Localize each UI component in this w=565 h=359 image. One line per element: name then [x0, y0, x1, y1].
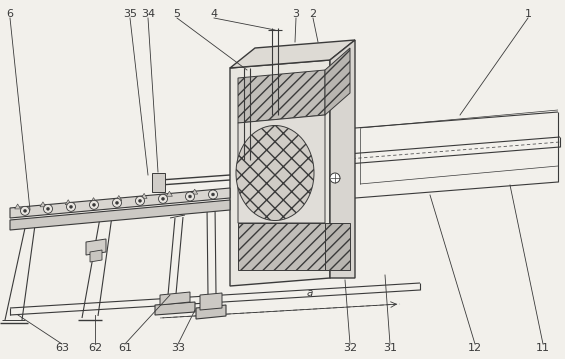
- Text: 4: 4: [210, 9, 218, 19]
- Text: 6: 6: [7, 9, 14, 19]
- Circle shape: [162, 197, 164, 200]
- Text: 63: 63: [55, 343, 69, 353]
- Polygon shape: [86, 239, 106, 255]
- Circle shape: [69, 205, 72, 208]
- Circle shape: [185, 192, 194, 201]
- Polygon shape: [141, 194, 147, 199]
- Circle shape: [211, 193, 215, 196]
- Circle shape: [136, 196, 145, 205]
- Polygon shape: [116, 195, 122, 200]
- Ellipse shape: [236, 126, 314, 220]
- Circle shape: [44, 204, 53, 213]
- Text: 32: 32: [343, 343, 357, 353]
- Polygon shape: [230, 60, 330, 286]
- Polygon shape: [325, 48, 350, 115]
- Circle shape: [138, 199, 141, 202]
- Polygon shape: [160, 292, 190, 305]
- Polygon shape: [230, 40, 355, 68]
- Circle shape: [208, 190, 218, 199]
- Text: 2: 2: [310, 9, 316, 19]
- Text: 3: 3: [293, 9, 299, 19]
- Circle shape: [189, 195, 192, 198]
- Polygon shape: [15, 204, 21, 209]
- Polygon shape: [200, 293, 222, 310]
- Circle shape: [89, 200, 98, 209]
- Polygon shape: [325, 223, 350, 270]
- Polygon shape: [238, 115, 325, 223]
- Polygon shape: [192, 189, 198, 194]
- Polygon shape: [40, 202, 46, 207]
- Circle shape: [24, 209, 27, 212]
- Polygon shape: [10, 188, 230, 218]
- Circle shape: [112, 198, 121, 208]
- Polygon shape: [152, 173, 165, 192]
- Polygon shape: [90, 197, 97, 202]
- Polygon shape: [155, 302, 195, 315]
- Polygon shape: [10, 200, 230, 230]
- Text: 11: 11: [536, 343, 550, 353]
- Circle shape: [67, 202, 76, 211]
- Text: 34: 34: [141, 9, 155, 19]
- Polygon shape: [167, 191, 172, 196]
- Text: 12: 12: [468, 343, 482, 353]
- Text: 31: 31: [383, 343, 397, 353]
- Circle shape: [93, 203, 95, 206]
- Text: a: a: [307, 288, 313, 298]
- Polygon shape: [90, 250, 102, 262]
- Circle shape: [46, 208, 50, 210]
- Polygon shape: [330, 40, 355, 278]
- Circle shape: [20, 206, 29, 215]
- Text: 1: 1: [524, 9, 532, 19]
- Circle shape: [115, 201, 119, 204]
- Polygon shape: [65, 200, 71, 205]
- Polygon shape: [196, 305, 226, 319]
- Text: 61: 61: [118, 343, 132, 353]
- Polygon shape: [238, 70, 325, 123]
- Text: 62: 62: [88, 343, 102, 353]
- Polygon shape: [238, 223, 325, 270]
- Circle shape: [159, 194, 167, 203]
- Circle shape: [330, 173, 340, 183]
- Text: 35: 35: [123, 9, 137, 19]
- Text: 5: 5: [173, 9, 180, 19]
- Text: 33: 33: [171, 343, 185, 353]
